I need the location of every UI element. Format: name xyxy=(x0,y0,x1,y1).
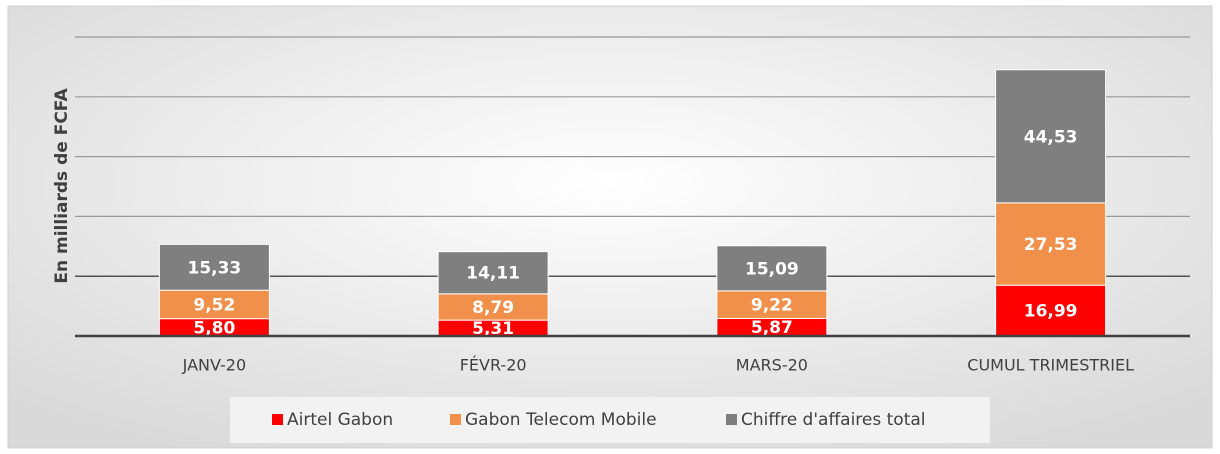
x-tick-label: CUMUL TRIMESTRIEL xyxy=(967,356,1134,375)
bar-segment xyxy=(995,69,1107,204)
value-label: 5,87 xyxy=(751,318,793,338)
legend-label: Gabon Telecom Mobile xyxy=(465,410,657,430)
value-label: 5,80 xyxy=(193,318,235,338)
value-label: 9,52 xyxy=(193,295,235,315)
value-label: 15,09 xyxy=(745,259,799,279)
bar-segment xyxy=(437,293,549,321)
bar-segment xyxy=(995,284,1107,337)
y-axis-label: En milliards de FCFA xyxy=(52,88,72,284)
value-label: 5,31 xyxy=(472,319,514,339)
bar-segment xyxy=(716,245,828,292)
legend-label: Airtel Gabon xyxy=(287,410,393,430)
value-label: 9,22 xyxy=(751,296,793,316)
bar-segment xyxy=(716,290,828,319)
value-label: 27,53 xyxy=(1024,235,1078,255)
x-tick-label: MARS-20 xyxy=(736,356,808,375)
legend-swatch xyxy=(450,414,461,425)
bar-segment xyxy=(995,202,1107,286)
legend-swatch xyxy=(272,414,283,425)
x-tick-label: FÉVR-20 xyxy=(460,356,527,375)
x-tick-label: JANV-20 xyxy=(182,356,247,375)
value-label: 16,99 xyxy=(1024,302,1078,322)
legend-label: Chiffre d'affaires total xyxy=(741,410,926,430)
legend xyxy=(230,397,990,443)
value-label: 44,53 xyxy=(1024,127,1078,147)
value-label: 14,11 xyxy=(466,264,520,284)
legend-swatch xyxy=(726,414,737,425)
value-label: 8,79 xyxy=(472,298,514,318)
value-label: 15,33 xyxy=(187,258,241,278)
bar-segment xyxy=(158,243,270,291)
bar-segment xyxy=(437,251,549,295)
